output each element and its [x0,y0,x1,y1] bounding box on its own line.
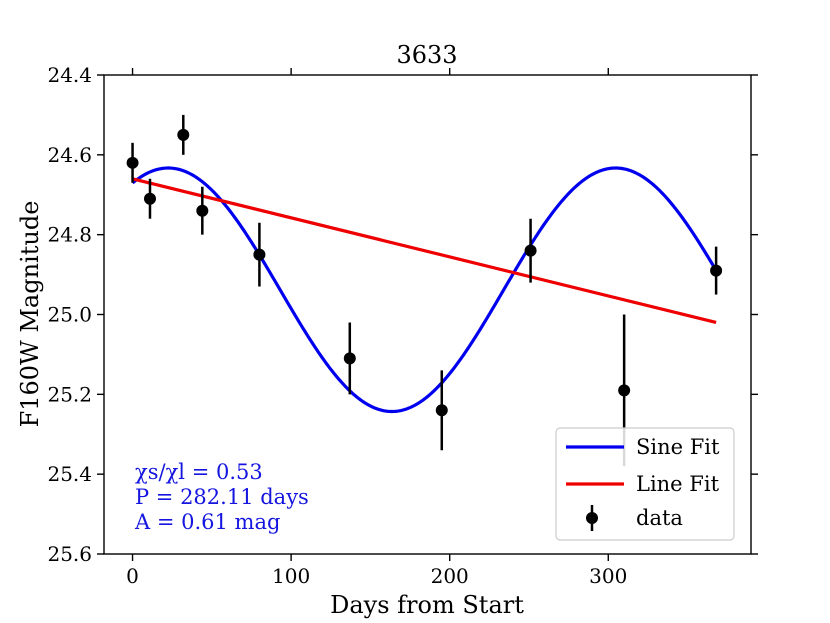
data-marker [343,352,356,365]
data-point [196,186,209,235]
series-line-fit-line [132,177,717,325]
data-point [126,142,139,183]
legend-line-label: Line Fit [636,472,720,496]
axis-ticks [97,68,758,561]
legend-data-label: data [636,506,683,530]
y-tick-label: 24.8 [47,223,92,247]
x-tick-label: 0 [126,564,139,588]
data-point [143,178,156,219]
data-marker [435,404,448,417]
period-text: P = 282.11 days [135,485,309,509]
legend-box [555,427,735,541]
data-marker [524,244,537,257]
x-axis-label: Days from Start [330,591,524,619]
data-point [253,222,266,287]
x-tick-label: 200 [431,564,469,588]
data-marker [710,264,723,277]
data-point [177,114,190,155]
data-marker [253,248,266,261]
data-point [524,218,537,283]
legend: Sine Fit Line Fit data [555,427,735,541]
y-tick-label: 25.0 [47,303,92,327]
legend-data-marker [586,512,598,524]
y-tick-label: 25.4 [47,462,92,486]
y-tick-label: 25.2 [47,382,92,406]
y-tick-label: 25.6 [47,542,92,566]
y-axis-label: F160W Magnitude [16,201,44,428]
data-marker [196,204,209,217]
data-point [343,322,356,395]
data-marker [143,192,156,205]
x-tick-label: 300 [589,564,627,588]
amplitude-text: A = 0.61 mag [134,510,280,534]
fit-annotation: χs/χl = 0.53 P = 282.11 days A = 0.61 ma… [134,460,309,534]
y-tick-label: 24.4 [47,63,92,87]
data-marker [177,128,190,141]
data-marker [618,384,631,397]
chart-title: 3633 [396,41,457,69]
chi-ratio-text: χs/χl = 0.53 [135,460,263,484]
x-tick-label: 100 [272,564,310,588]
series-sine-fit-line [131,166,718,414]
data-point [435,370,448,451]
data-point [710,246,723,295]
y-tick-label: 24.6 [47,143,92,167]
data-marker [126,156,139,169]
legend-sine-label: Sine Fit [636,435,720,459]
axis-tick-labels: 0 100 200 300 24.4 24.6 24.8 25.0 25.2 25.4 25.6 [47,63,627,588]
